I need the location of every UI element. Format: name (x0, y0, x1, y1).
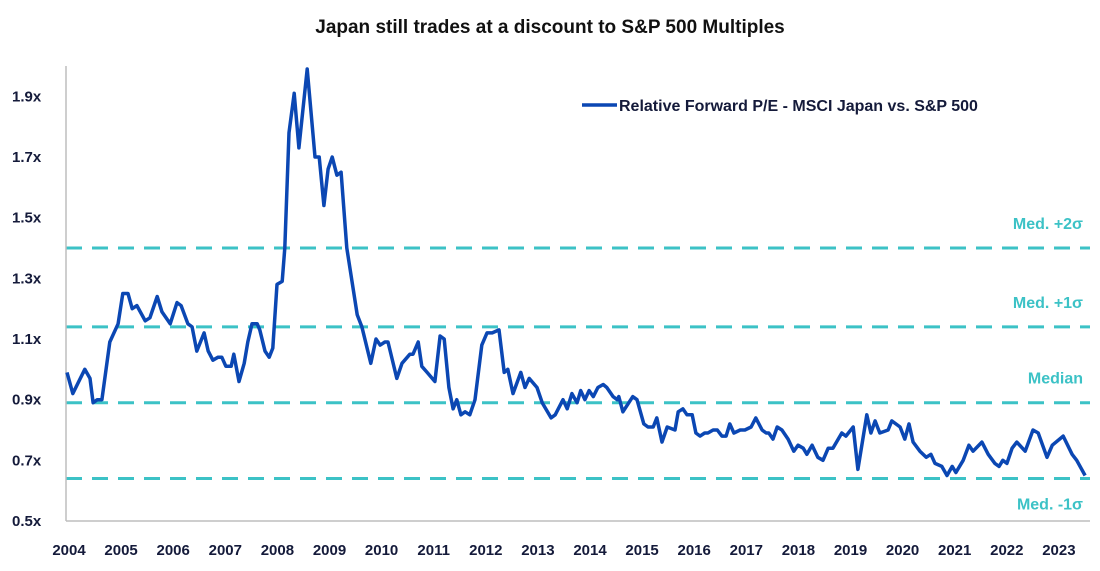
y-tick-label: 1.9x (12, 88, 42, 105)
x-tick-label: 2016 (678, 542, 711, 559)
y-tick-label: 1.7x (12, 149, 42, 166)
y-tick-label: 0.9x (12, 392, 42, 409)
x-tick-label: 2008 (261, 542, 294, 559)
y-tick-label: 1.5x (12, 210, 42, 227)
x-tick-label: 2014 (573, 542, 607, 559)
x-axis-ticks: 2004 2005 2006 2007 2008 2009 2010 2011 2012 2013… (52, 542, 1075, 559)
legend-label: Relative Forward P/E - MSCI Japan vs. S&… (619, 98, 978, 115)
reference-lines: Med. +2σ Med. +1σ Median Med. -1σ (66, 216, 1090, 514)
x-tick-label: 2023 (1042, 542, 1075, 559)
x-tick-label: 2009 (313, 542, 346, 559)
x-tick-label: 2018 (782, 542, 815, 559)
x-tick-label: 2013 (521, 542, 554, 559)
reference-line-label: Med. -1σ (1017, 497, 1083, 514)
x-tick-label: 2019 (834, 542, 867, 559)
x-tick-label: 2021 (938, 542, 971, 559)
x-tick-label: 2017 (730, 542, 763, 559)
x-tick-label: 2011 (417, 542, 450, 559)
x-tick-label: 2004 (52, 542, 86, 559)
x-tick-label: 2012 (469, 542, 502, 559)
x-tick-label: 2020 (886, 542, 919, 559)
x-tick-label: 2007 (209, 542, 242, 559)
y-tick-label: 1.1x (12, 331, 42, 348)
y-tick-label: 0.5x (12, 513, 42, 530)
legend: Relative Forward P/E - MSCI Japan vs. S&… (582, 98, 978, 115)
y-tick-label: 1.3x (12, 270, 42, 287)
reference-line-label: Median (1028, 371, 1083, 388)
chart-title: Japan still trades at a discount to S&P … (315, 17, 785, 38)
y-axis-ticks: 0.5x 0.7x 0.9x 1.1x 1.3x 1.5x 1.7x 1.9x (12, 88, 42, 530)
x-tick-label: 2006 (157, 542, 190, 559)
reference-line-label: Med. +1σ (1013, 295, 1083, 312)
series-line-relative-forward-pe (65, 67, 1087, 478)
y-tick-label: 0.7x (12, 452, 42, 469)
x-tick-label: 2015 (625, 542, 658, 559)
x-tick-label: 2005 (104, 542, 137, 559)
x-tick-label: 2022 (990, 542, 1023, 559)
reference-line-label: Med. +2σ (1013, 216, 1083, 233)
x-tick-label: 2010 (365, 542, 398, 559)
